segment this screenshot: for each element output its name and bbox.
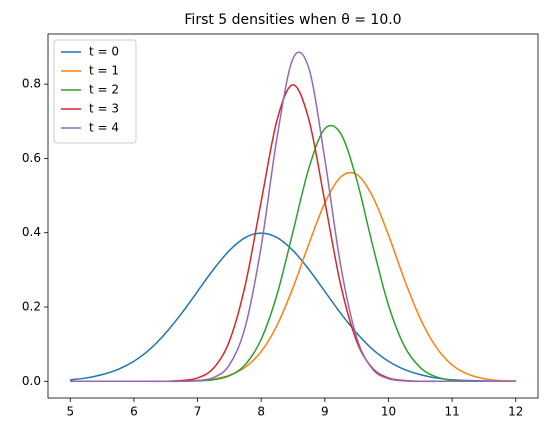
legend-label: t = 0 [89, 45, 119, 59]
x-tick-label: 6 [130, 405, 138, 419]
line-series [70, 171, 516, 383]
line-series [70, 51, 516, 383]
y-tick-label: 0.0 [22, 374, 41, 388]
plot-frame [47, 33, 539, 399]
x-tick-label: 7 [194, 405, 202, 419]
x-tick-label: 9 [321, 405, 329, 419]
legend-label: t = 2 [89, 83, 119, 97]
x-tick-label: 5 [66, 405, 74, 419]
x-tick-label: 11 [444, 405, 459, 419]
y-tick-label: 0.6 [22, 151, 41, 165]
line-series [70, 124, 516, 383]
x-tick-label: 12 [508, 405, 523, 419]
y-tick-label: 0.4 [22, 225, 41, 239]
legend-box [53, 39, 137, 144]
legend-label: t = 3 [89, 102, 119, 116]
x-tick-label: 8 [257, 405, 265, 419]
y-tick-label: 0.2 [22, 300, 41, 314]
x-tick-label: 10 [381, 405, 396, 419]
legend-label: t = 1 [89, 64, 119, 78]
line-series [70, 232, 516, 383]
chart-title: First 5 densities when θ = 10.0 [184, 12, 401, 28]
y-tick-label: 0.8 [22, 77, 41, 91]
legend-label: t = 4 [89, 121, 119, 135]
